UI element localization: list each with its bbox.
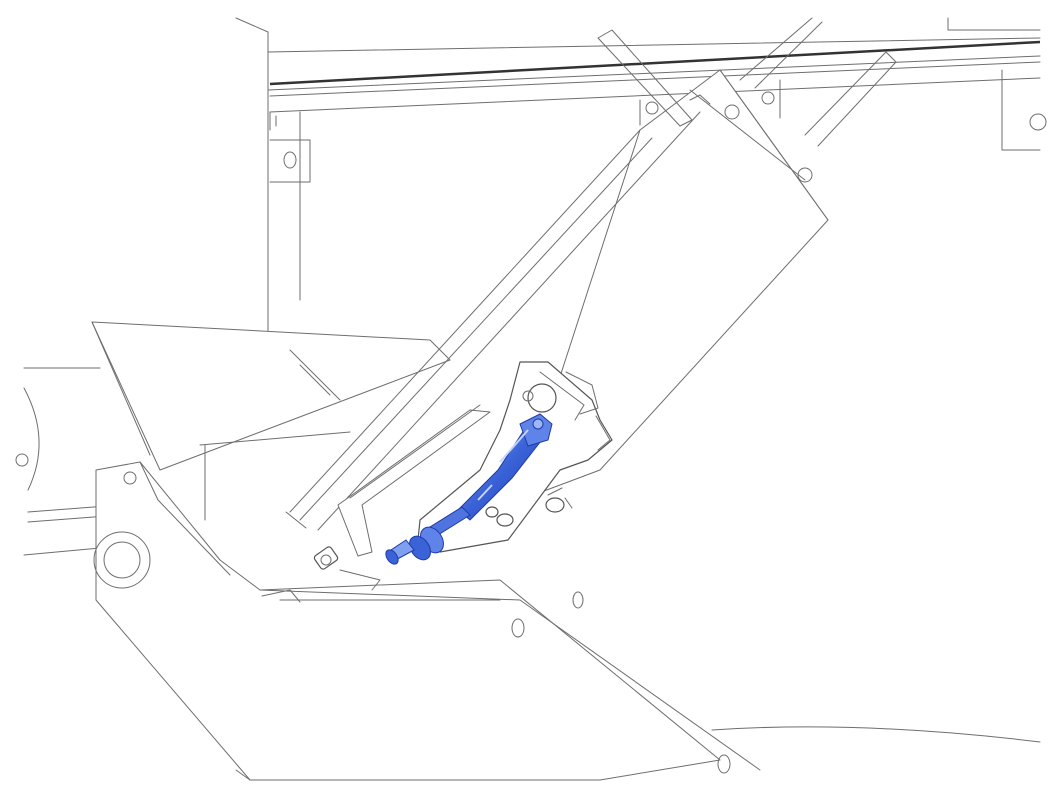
lower-left-housing (15, 321, 451, 556)
highlighted-actuator (385, 413, 553, 565)
mounting-bracket (337, 361, 613, 557)
base-cradle (93, 461, 1041, 781)
angled-module-housing (285, 17, 897, 531)
